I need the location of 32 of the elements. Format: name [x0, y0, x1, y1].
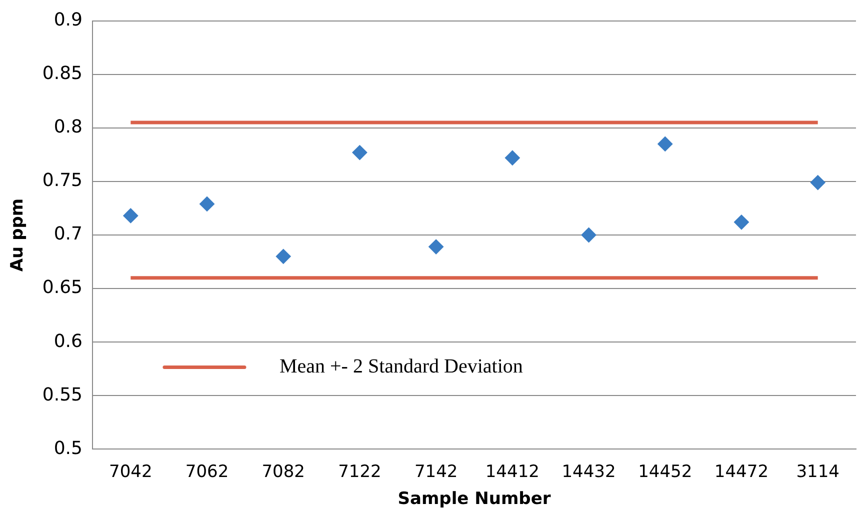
point: [658, 136, 673, 152]
point: [810, 175, 826, 190]
point: [734, 214, 749, 230]
x-tick-label: 14412: [485, 462, 540, 482]
y-tick-label: 0.85: [42, 63, 82, 84]
y-tick-label: 0.6: [54, 330, 82, 352]
x-tick-label: 7142: [414, 462, 458, 482]
y-tick-label: 0.9: [54, 9, 82, 30]
point: [200, 196, 215, 212]
x-tick-label: 7082: [262, 462, 305, 482]
x-tick-label: 14472: [714, 462, 769, 482]
y-tick-label: 0.75: [42, 170, 82, 192]
y-tick-label: 0.55: [42, 384, 82, 406]
y-tick-label: 0.7: [54, 224, 82, 245]
point: [504, 150, 520, 166]
x-tick-label: 14452: [638, 462, 692, 482]
point: [352, 145, 368, 160]
x-axis-title: Sample Number: [398, 489, 552, 510]
x-tick-label: 7122: [338, 462, 382, 482]
legend-label: Mean +- 2 Standard Deviation: [279, 355, 523, 378]
x-tick-label: 7062: [185, 462, 229, 482]
point: [276, 248, 291, 264]
x-tick-label: 7042: [109, 462, 152, 482]
y-axis-title: Au ppm: [8, 198, 28, 272]
point: [428, 239, 444, 254]
x-tick-label: 14432: [562, 462, 616, 482]
y-tick-label: 0.8: [54, 116, 82, 138]
y-tick-label: 0.65: [42, 277, 82, 298]
point: [581, 228, 596, 242]
point: [123, 208, 138, 224]
y-tick-label: 0.5: [54, 438, 82, 459]
x-tick-label: 3114: [796, 462, 840, 482]
